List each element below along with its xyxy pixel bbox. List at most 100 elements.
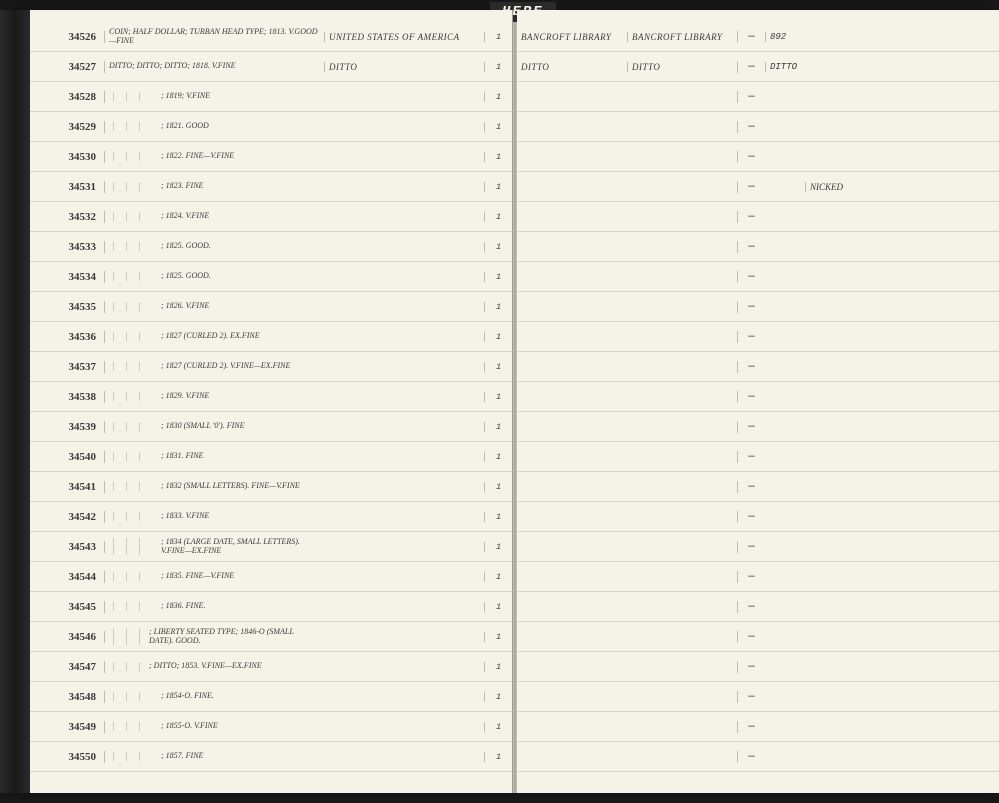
row-id: 34550 [30,751,105,763]
table-row: — [517,682,999,712]
table-row: — [517,532,999,562]
table-row: 34547; DITTO; 1853. V.FINE—EX.FINE1 [30,652,512,682]
row-id: 34535 [30,301,105,313]
row-description: ; 1831. FINE [105,452,324,461]
row-qty: 1 [484,62,512,72]
table-row: 34535; 1826. V.FINE1 [30,292,512,322]
table-row: 34544; 1835. FINE—V.FINE1 [30,562,512,592]
row-qty: 1 [484,182,512,192]
row-dash: — [737,661,765,673]
table-row: 34531; 1823. FINE1 [30,172,512,202]
row-description: ; 1857. FINE [105,752,324,761]
table-row: — [517,442,999,472]
row-description: DITTO; DITTO; DITTO; 1818. V.FINE [105,62,324,71]
row-id: 34526 [30,31,105,43]
table-row: — [517,112,999,142]
table-row: — [517,322,999,352]
table-row: 34540; 1831. FINE1 [30,442,512,472]
row-id: 34549 [30,721,105,733]
table-row: — [517,352,999,382]
row-dash: — [737,631,765,643]
row-description: ; 1833. V.FINE [105,512,324,521]
table-row: — [517,472,999,502]
row-dash: — [737,61,765,73]
table-row: — [517,262,999,292]
row-dash: — [737,481,765,493]
left-page: 34526COIN; HALF DOLLAR; TURBAN HEAD TYPE… [30,10,513,793]
row-number: DITTO [765,62,805,72]
table-row: — [517,562,999,592]
row-description: ; 1821. GOOD [105,122,324,131]
row-dash: — [737,601,765,613]
row-dash: — [737,721,765,733]
row-description: ; 1832 (SMALL LETTERS). FINE—V.FINE [105,482,324,491]
row-dash: — [737,691,765,703]
row-dash: — [737,301,765,313]
row-id: 34545 [30,601,105,613]
table-row: 34533; 1825. GOOD. 1 [30,232,512,262]
row-id: 34529 [30,121,105,133]
row-dash: — [737,751,765,763]
table-row: — [517,202,999,232]
table-row: — [517,232,999,262]
row-id: 34539 [30,421,105,433]
row-note: NICKED [805,182,999,192]
table-row: 34537; 1827 (CURLED 2). V.FINE—EX.FINE1 [30,352,512,382]
table-row: 34526COIN; HALF DOLLAR; TURBAN HEAD TYPE… [30,22,512,52]
row-qty: 1 [484,122,512,132]
row-dash: — [737,541,765,553]
row-library1: BANCROFT LIBRARY [517,32,627,42]
row-description: ; 1822. FINE—V.FINE [105,152,324,161]
table-row: 34542; 1833. V.FINE1 [30,502,512,532]
table-row: 34548; 1854-O. FINE.1 [30,682,512,712]
table-row: — [517,592,999,622]
row-id: 34533 [30,241,105,253]
row-qty: 1 [484,752,512,762]
row-qty: 1 [484,32,512,42]
table-row: — [517,742,999,772]
row-id: 34544 [30,571,105,583]
table-row: — [517,382,999,412]
ledger-book: HERE 34526COIN; HALF DOLLAR; TURBAN HEAD… [0,10,999,793]
row-description: ; 1836. FINE. [105,602,324,611]
row-qty: 1 [484,302,512,312]
row-dash: — [737,181,765,193]
table-row: 34528; 1819; V.FINE1 [30,82,512,112]
table-row: 34545; 1836. FINE. 1 [30,592,512,622]
row-qty: 1 [484,542,512,552]
row-id: 34530 [30,151,105,163]
table-row: 34538; 1829. V.FINE1 [30,382,512,412]
row-description: ; 1854-O. FINE. [105,692,324,701]
row-qty: 1 [484,482,512,492]
row-description: ; LIBERTY SEATED TYPE; 1846-O (SMALL DAT… [105,628,324,646]
row-dash: — [737,241,765,253]
row-id: 34541 [30,481,105,493]
table-row: — [517,712,999,742]
table-row: — NICKED [517,172,999,202]
table-row: 34550; 1857. FINE 1 [30,742,512,772]
table-row: 34529; 1821. GOOD 1 [30,112,512,142]
table-row: 34546; LIBERTY SEATED TYPE; 1846-O (SMAL… [30,622,512,652]
row-description: ; 1825. GOOD. [105,242,324,251]
row-id: 34540 [30,451,105,463]
row-qty: 1 [484,602,512,612]
row-description: ; 1829. V.FINE [105,392,324,401]
row-description: ; 1835. FINE—V.FINE [105,572,324,581]
book-binding [0,10,30,793]
table-row: — [517,652,999,682]
row-id: 34542 [30,511,105,523]
row-description: ; 1827 (CURLED 2). EX.FINE [105,332,324,341]
row-description: COIN; HALF DOLLAR; TURBAN HEAD TYPE; 181… [105,28,324,46]
row-qty: 1 [484,632,512,642]
row-qty: 1 [484,242,512,252]
row-dash: — [737,91,765,103]
row-id: 34536 [30,331,105,343]
row-source: UNITED STATES OF AMERICA [324,32,484,42]
table-row: — [517,142,999,172]
right-page: BANCROFT LIBRARYBANCROFT LIBRARY—892DITT… [517,10,999,793]
table-row: 34527DITTO; DITTO; DITTO; 1818. V.FINEDI… [30,52,512,82]
table-row: DITTODITTO—DITTO [517,52,999,82]
table-row: BANCROFT LIBRARYBANCROFT LIBRARY—892 [517,22,999,52]
row-description: ; 1830 (SMALL '0'). FINE [105,422,324,431]
row-id: 34532 [30,211,105,223]
